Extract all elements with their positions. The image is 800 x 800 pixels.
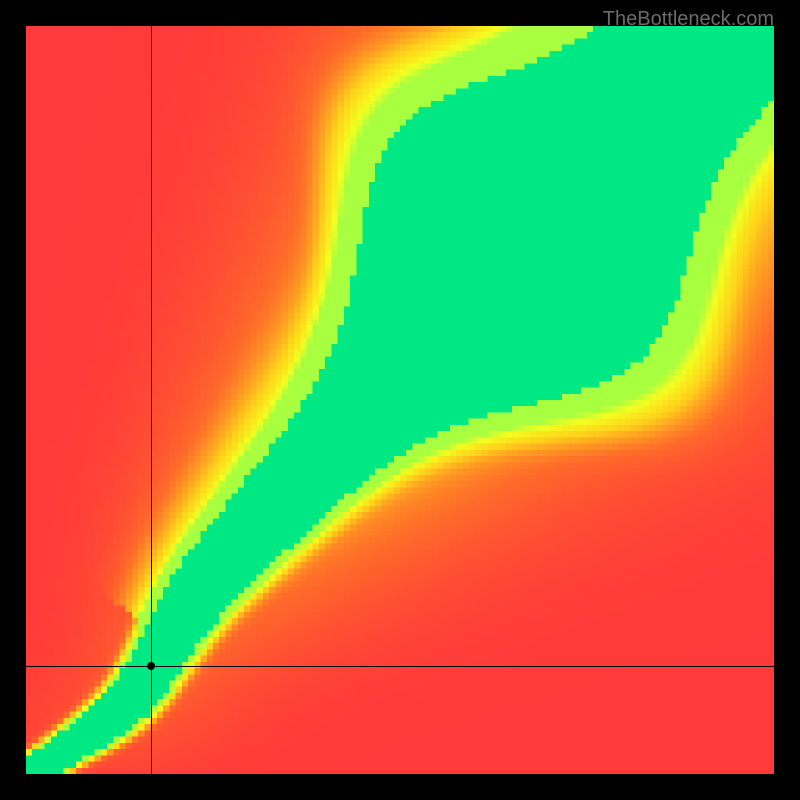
plot-area [26,26,774,774]
crosshair-horizontal [26,666,774,667]
watermark-text: TheBottleneck.com [603,8,774,31]
data-point-marker [147,662,155,670]
chart-container: TheBottleneck.com [0,0,800,800]
heatmap-canvas [26,26,774,774]
